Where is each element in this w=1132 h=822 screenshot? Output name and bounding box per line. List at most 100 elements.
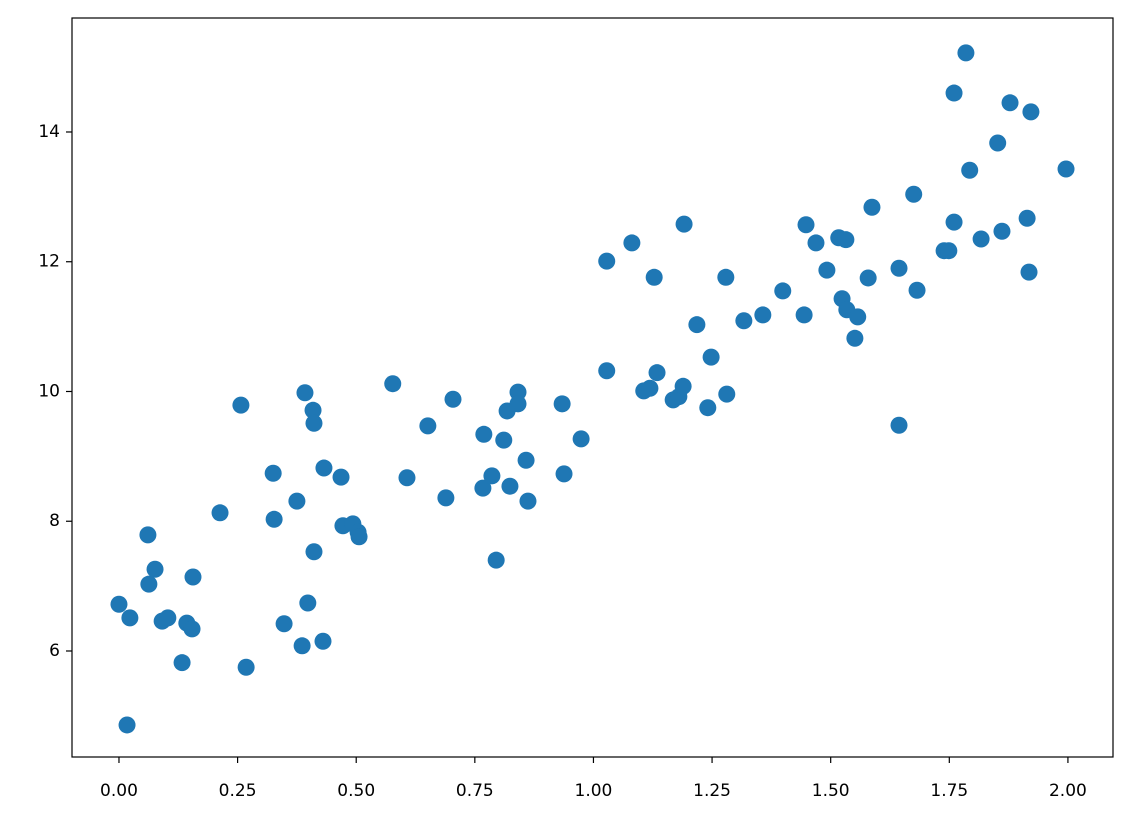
scatter-point <box>118 716 136 734</box>
scatter-point <box>293 637 311 655</box>
scatter-point <box>110 595 128 613</box>
scatter-point <box>859 269 877 287</box>
scatter-point <box>717 268 735 286</box>
scatter-point <box>1020 263 1038 281</box>
scatter-point <box>849 308 867 326</box>
scatter-point <box>159 609 177 627</box>
scatter-point <box>139 526 157 544</box>
scatter-point <box>350 528 368 546</box>
scatter-point <box>305 543 323 561</box>
plot-frame <box>71 17 1114 758</box>
x-tick-label: 1.50 <box>812 781 850 801</box>
scatter-point <box>774 282 792 300</box>
scatter-point <box>140 575 158 593</box>
scatter-point <box>598 252 616 270</box>
scatter-point <box>572 430 590 448</box>
x-tick-label: 0.25 <box>219 781 257 801</box>
scatter-point <box>509 383 527 401</box>
scatter-point <box>173 654 191 672</box>
scatter-point <box>598 362 616 380</box>
scatter-point <box>146 560 164 578</box>
scatter-point <box>332 468 350 486</box>
y-tick-label: 6 <box>49 641 60 661</box>
scatter-point <box>807 234 825 252</box>
scatter-point <box>398 469 416 487</box>
scatter-point <box>648 364 666 382</box>
scatter-point <box>890 259 908 277</box>
scatter-point <box>718 385 736 403</box>
scatter-point <box>275 615 293 633</box>
scatter-point <box>519 492 537 510</box>
scatter-point <box>795 306 813 324</box>
scatter-point <box>184 568 202 586</box>
x-tick-label: 1.75 <box>930 781 968 801</box>
scatter-point <box>945 213 963 231</box>
scatter-point <box>688 316 706 334</box>
scatter-point <box>517 451 535 469</box>
scatter-point <box>121 609 139 627</box>
scatter-point <box>509 395 527 413</box>
scatter-point <box>957 44 975 62</box>
scatter-point <box>501 477 519 495</box>
scatter-point <box>299 594 317 612</box>
y-tick-label: 14 <box>38 122 60 142</box>
scatter-point <box>211 504 229 522</box>
scatter-point <box>863 198 881 216</box>
scatter-point <box>645 268 663 286</box>
scatter-point <box>315 459 333 477</box>
scatter-point <box>444 390 462 408</box>
scatter-point <box>419 417 437 435</box>
y-tick-label: 8 <box>49 511 60 531</box>
scatter-point <box>993 222 1011 240</box>
scatter-point <box>296 384 314 402</box>
scatter-point <box>905 185 923 203</box>
scatter-point <box>555 465 573 483</box>
scatter-point <box>265 510 283 528</box>
scatter-point <box>675 215 693 233</box>
scatter-point <box>1001 94 1019 112</box>
scatter-point <box>553 395 571 413</box>
scatter-point <box>674 377 692 395</box>
scatter-point <box>305 414 323 432</box>
scatter-point <box>483 467 501 485</box>
scatter-point <box>1022 103 1040 121</box>
scatter-point <box>237 658 255 676</box>
scatter-point <box>183 620 201 638</box>
scatter-point <box>475 425 493 443</box>
scatter-point <box>623 234 641 252</box>
scatter-point <box>384 375 402 393</box>
scatter-point <box>699 399 717 417</box>
scatter-point <box>961 161 979 179</box>
scatter-point <box>890 416 908 434</box>
scatter-point <box>1057 160 1075 178</box>
x-tick-label: 0.00 <box>100 781 138 801</box>
x-tick-label: 1.25 <box>693 781 731 801</box>
scatter-point <box>1018 209 1036 227</box>
x-tick-label: 2.00 <box>1049 781 1087 801</box>
scatter-point <box>846 329 864 347</box>
scatter-point <box>232 396 250 414</box>
scatter-point <box>754 306 772 324</box>
y-tick-label: 12 <box>38 252 60 272</box>
scatter-point <box>837 231 855 249</box>
scatter-point <box>437 489 455 507</box>
scatter-point <box>314 632 332 650</box>
scatter-point <box>797 216 815 234</box>
scatter-point <box>487 551 505 569</box>
scatter-point <box>818 261 836 279</box>
scatter-point <box>702 348 720 366</box>
x-tick-label: 0.50 <box>337 781 375 801</box>
scatter-point <box>264 464 282 482</box>
scatter-point <box>288 492 306 510</box>
scatter-point <box>972 230 990 248</box>
scatter-point <box>474 479 492 497</box>
x-tick-label: 1.00 <box>575 781 613 801</box>
scatter-point <box>940 242 958 260</box>
scatter-point <box>945 84 963 102</box>
y-tick-label: 10 <box>38 381 60 401</box>
scatter-point <box>641 379 659 397</box>
scatter-point <box>908 281 926 299</box>
x-tick-label: 0.75 <box>456 781 494 801</box>
